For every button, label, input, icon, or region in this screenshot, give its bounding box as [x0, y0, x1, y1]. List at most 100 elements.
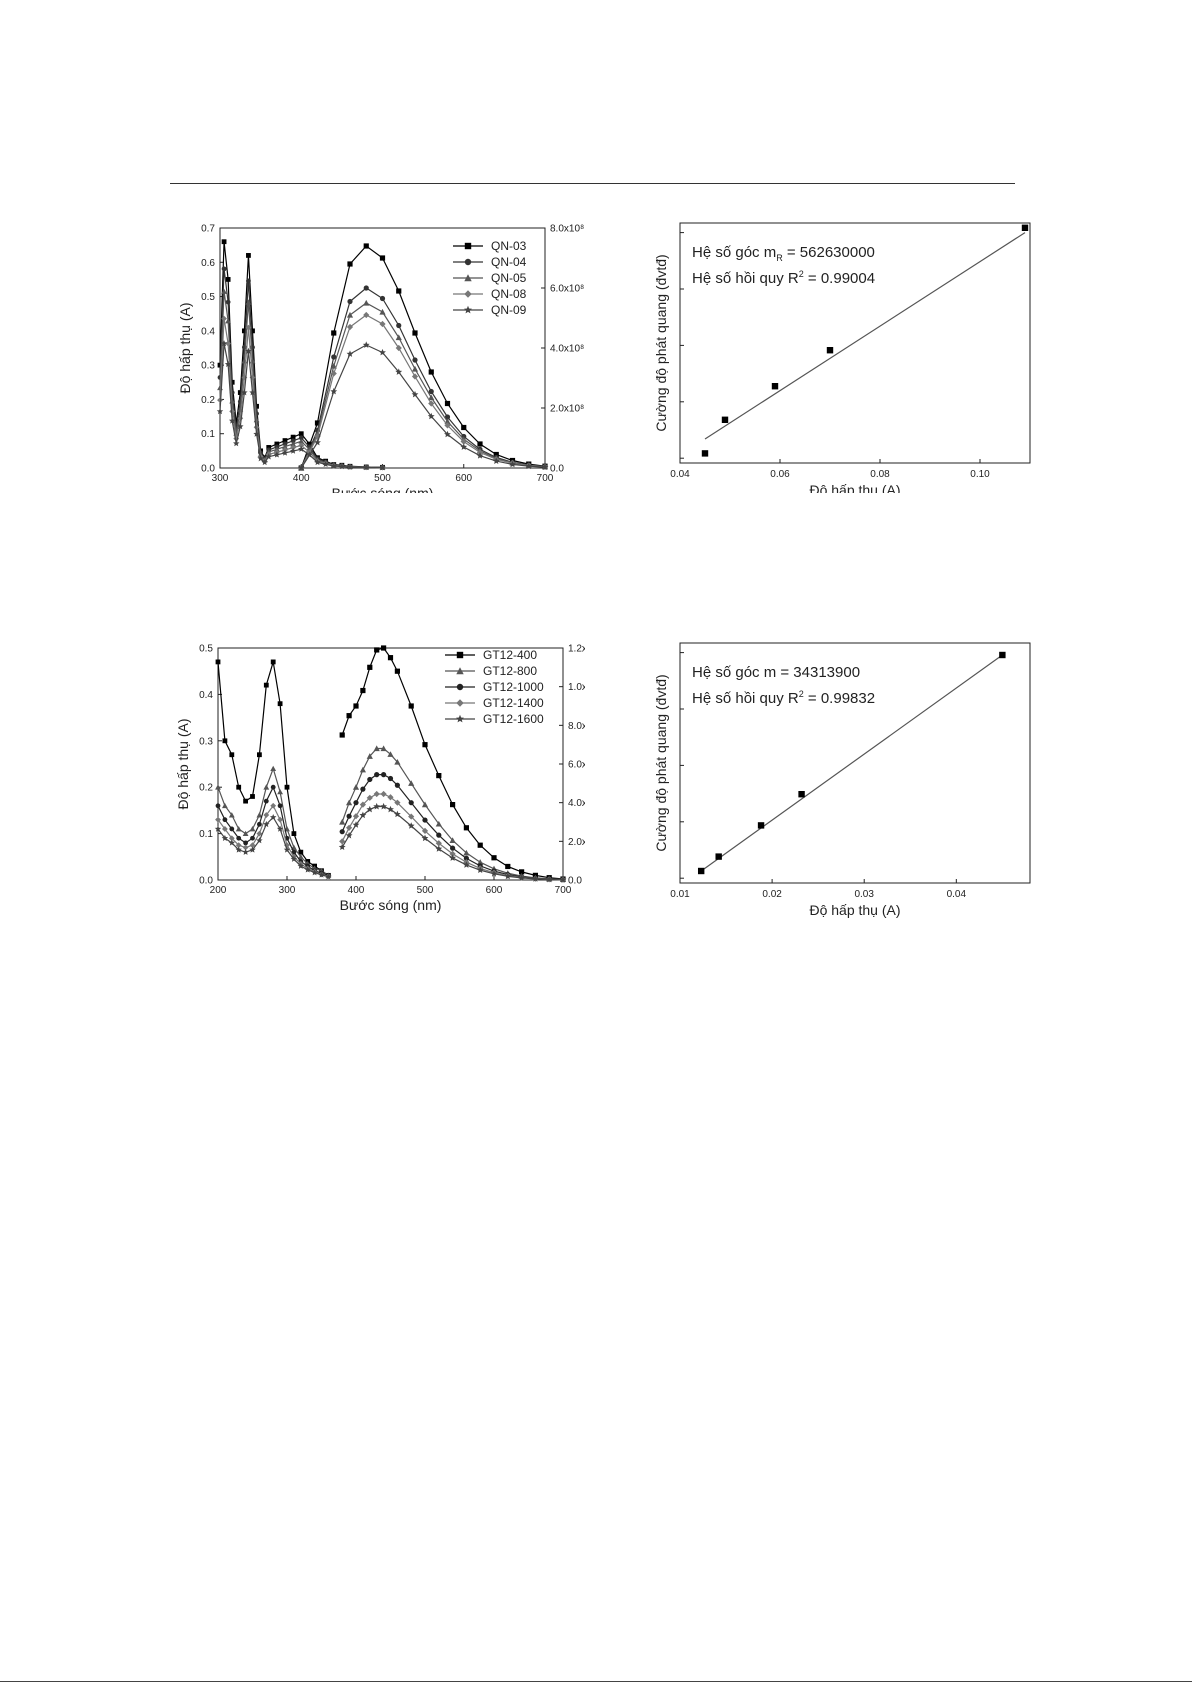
- absorbance-point: [276, 825, 284, 832]
- r2-value: = 0.99832: [804, 690, 875, 707]
- emission-point: [359, 766, 366, 773]
- emission-point: [330, 370, 337, 377]
- x-tick-label: 500: [374, 473, 391, 484]
- y-tick-label: 0.3: [199, 736, 213, 747]
- absorbance-point: [241, 328, 247, 334]
- emission-point: [346, 350, 354, 357]
- emission-point: [477, 441, 483, 447]
- absorbance-point: [298, 431, 304, 437]
- emission-point: [411, 365, 419, 372]
- absorbance-point: [263, 784, 270, 790]
- emission-point: [379, 308, 386, 315]
- emission-point: [449, 854, 457, 861]
- absorbance-point: [291, 831, 297, 836]
- emission-point: [381, 772, 387, 778]
- emission-point: [428, 400, 435, 407]
- emission-point: [490, 870, 498, 877]
- emission-point: [463, 849, 470, 856]
- x-tick-label: 200: [210, 885, 227, 896]
- absorbance-point: [236, 784, 242, 790]
- absorbance-point: [290, 855, 298, 862]
- absorption-emission-chart-qn: 300 400 500 600 7000.00.10.20.30.40.50.60.70…: [177, 224, 585, 494]
- absorbance-point: [290, 441, 297, 447]
- absorbance-point: [222, 802, 228, 809]
- legend-label: QN-08: [491, 287, 527, 301]
- absorbance-point: [283, 846, 291, 853]
- legend-label: QN-05: [491, 271, 527, 285]
- absorbance-point: [289, 447, 297, 454]
- absorbance-point: [225, 277, 231, 282]
- absorbance-point: [250, 328, 255, 334]
- absorbance-point: [256, 812, 263, 818]
- absorbance-point: [379, 464, 386, 471]
- emission-line: [300, 302, 546, 469]
- absorbance-point: [245, 347, 252, 354]
- absorbance-point: [217, 397, 223, 404]
- emission-point: [421, 801, 429, 808]
- emission-point: [373, 790, 380, 798]
- emission-point: [412, 330, 418, 336]
- emission-point: [359, 811, 367, 819]
- absorbance-point: [256, 837, 263, 844]
- emission-point: [393, 810, 401, 818]
- emission-point: [463, 855, 469, 861]
- emission-point: [461, 424, 467, 431]
- absorbance-point: [241, 344, 247, 350]
- x-tick-label: 0.04: [947, 889, 967, 900]
- absorbance-point: [237, 390, 243, 395]
- fit-line: [700, 654, 1003, 872]
- emission-point: [411, 390, 419, 398]
- emission-point: [394, 668, 400, 674]
- legend-marker: [464, 242, 472, 250]
- y-axis-label: Độ hấp thụ (A): [175, 718, 191, 809]
- y-tick-label: 0.2: [201, 395, 215, 406]
- x-tick-label: 700: [537, 473, 554, 484]
- emission-point: [363, 311, 370, 319]
- absorbance-point: [235, 826, 242, 832]
- emission-point: [408, 813, 415, 820]
- emission-point: [362, 341, 370, 348]
- absorbance-point: [225, 340, 232, 347]
- absorbance-point: [263, 798, 269, 804]
- x-tick-label: 0.03: [854, 889, 874, 900]
- emission-point: [559, 876, 567, 883]
- absorbance-point: [318, 871, 325, 878]
- absorbance-point: [322, 460, 329, 467]
- emission-line: [341, 774, 564, 881]
- absorbance-point: [284, 784, 290, 790]
- emission-line: [300, 287, 546, 469]
- absorbance-point: [277, 788, 283, 795]
- y-tick-label: 0.2: [199, 783, 213, 794]
- emission-point: [444, 400, 451, 407]
- absorbance-point: [298, 849, 304, 855]
- emission-point: [331, 330, 337, 336]
- absorbance-point: [297, 862, 305, 869]
- absorbance-point: [290, 438, 296, 444]
- r2-annotation: Hệ số hồi quy R2 = 0.99004: [692, 269, 875, 287]
- absorbance-point: [363, 464, 370, 471]
- emission-point: [545, 875, 553, 883]
- emission-point: [345, 831, 353, 839]
- fit-line: [704, 232, 1026, 440]
- emission-point: [346, 824, 353, 831]
- absorbance-point: [245, 299, 252, 305]
- emission-point: [449, 850, 456, 857]
- legend-marker: [456, 714, 464, 723]
- r2-superscript: 2: [799, 689, 804, 699]
- x-tick-label: 600: [455, 473, 472, 484]
- emission-point: [353, 800, 359, 806]
- emission-point: [435, 820, 442, 827]
- absorbance-point: [242, 830, 249, 836]
- emission-point: [379, 295, 386, 302]
- absorbance-point: [270, 802, 277, 809]
- legend-label: GT12-800: [483, 664, 537, 678]
- absorbance-point: [270, 784, 276, 790]
- emission-point: [541, 463, 549, 471]
- y2-tick-label: 4.0x10⁸: [550, 344, 584, 355]
- y-tick-label: 0.1: [199, 829, 213, 840]
- absorbance-point: [222, 817, 228, 823]
- emission-point: [330, 387, 338, 395]
- absorbance-point: [249, 842, 256, 849]
- absorbance-point: [277, 803, 283, 809]
- y-tick-label: 0.0: [199, 876, 213, 887]
